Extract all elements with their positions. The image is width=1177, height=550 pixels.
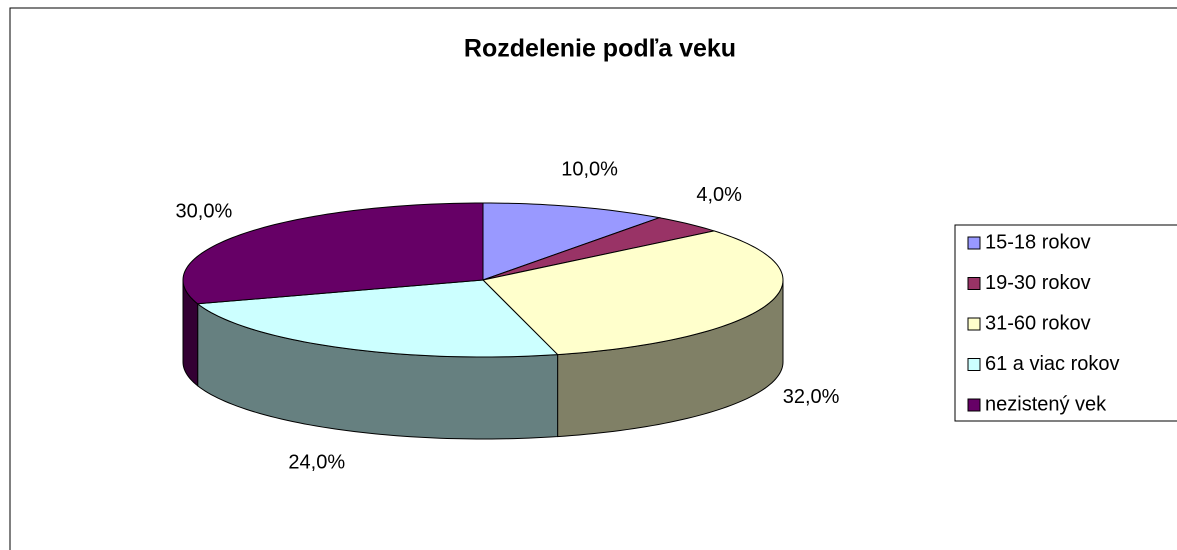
slice <box>482 202 662 281</box>
legend-label: 19-30 rokov <box>985 272 1091 294</box>
slice <box>182 202 484 305</box>
slice <box>482 217 715 281</box>
legend-swatch <box>967 358 981 371</box>
data-label: 24,0% <box>288 451 345 473</box>
legend-swatch <box>967 317 981 331</box>
data-label: 10,0% <box>561 158 618 180</box>
legend-label: 15-18 rokov <box>985 231 1091 253</box>
legend-swatch <box>967 236 981 250</box>
slice <box>196 279 559 358</box>
legend-swatch <box>967 277 981 290</box>
slice <box>481 230 784 356</box>
chart-title: Rozdelenie podľa veku <box>464 35 736 63</box>
legend-box <box>954 224 1177 422</box>
legend-swatch <box>967 398 981 412</box>
data-label: 4,0% <box>696 184 742 206</box>
legend-label: 31-60 rokov <box>985 312 1091 334</box>
data-label: 30,0% <box>176 200 233 222</box>
legend-label: 61 a viac rokov <box>985 353 1120 375</box>
legend-label: nezistený vek <box>985 393 1107 415</box>
data-label: 32,0% <box>783 386 840 408</box>
